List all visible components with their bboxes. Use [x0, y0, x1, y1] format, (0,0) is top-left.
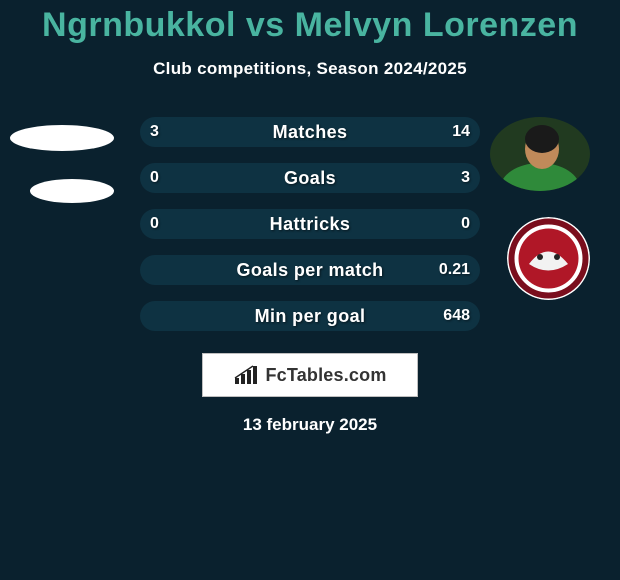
source-logo-text: FcTables.com	[265, 365, 386, 386]
stat-value-right: 0	[461, 209, 470, 239]
stat-row: 3 Matches 14	[0, 117, 620, 147]
stat-value-right: 14	[452, 117, 470, 147]
stat-label: Min per goal	[140, 301, 480, 331]
stat-label: Matches	[140, 117, 480, 147]
stat-label: Goals	[140, 163, 480, 193]
source-logo: FcTables.com	[202, 353, 418, 397]
vs-separator: vs	[236, 6, 295, 44]
bars-icon	[233, 364, 259, 386]
player2-name: Melvyn Lorenzen	[295, 6, 578, 44]
stat-value-right: 648	[443, 301, 470, 331]
subtitle: Club competitions, Season 2024/2025	[0, 59, 620, 79]
stat-value-right: 0.21	[439, 255, 470, 285]
stat-label: Hattricks	[140, 209, 480, 239]
stat-row: 0 Goals 3	[0, 163, 620, 193]
stats-block: 3 Matches 14 0 Goals 3 0 Hattricks 0 Goa…	[0, 117, 620, 331]
stat-label: Goals per match	[140, 255, 480, 285]
stat-row: Min per goal 648	[0, 301, 620, 331]
comparison-infographic: Ngrnbukkol vs Melvyn Lorenzen Club compe…	[0, 0, 620, 580]
stat-row: Goals per match 0.21	[0, 255, 620, 285]
stat-row: 0 Hattricks 0	[0, 209, 620, 239]
player1-name: Ngrnbukkol	[42, 6, 236, 44]
footer-date: 13 february 2025	[0, 415, 620, 435]
stat-value-right: 3	[461, 163, 470, 193]
page-title: Ngrnbukkol vs Melvyn Lorenzen	[0, 0, 620, 45]
